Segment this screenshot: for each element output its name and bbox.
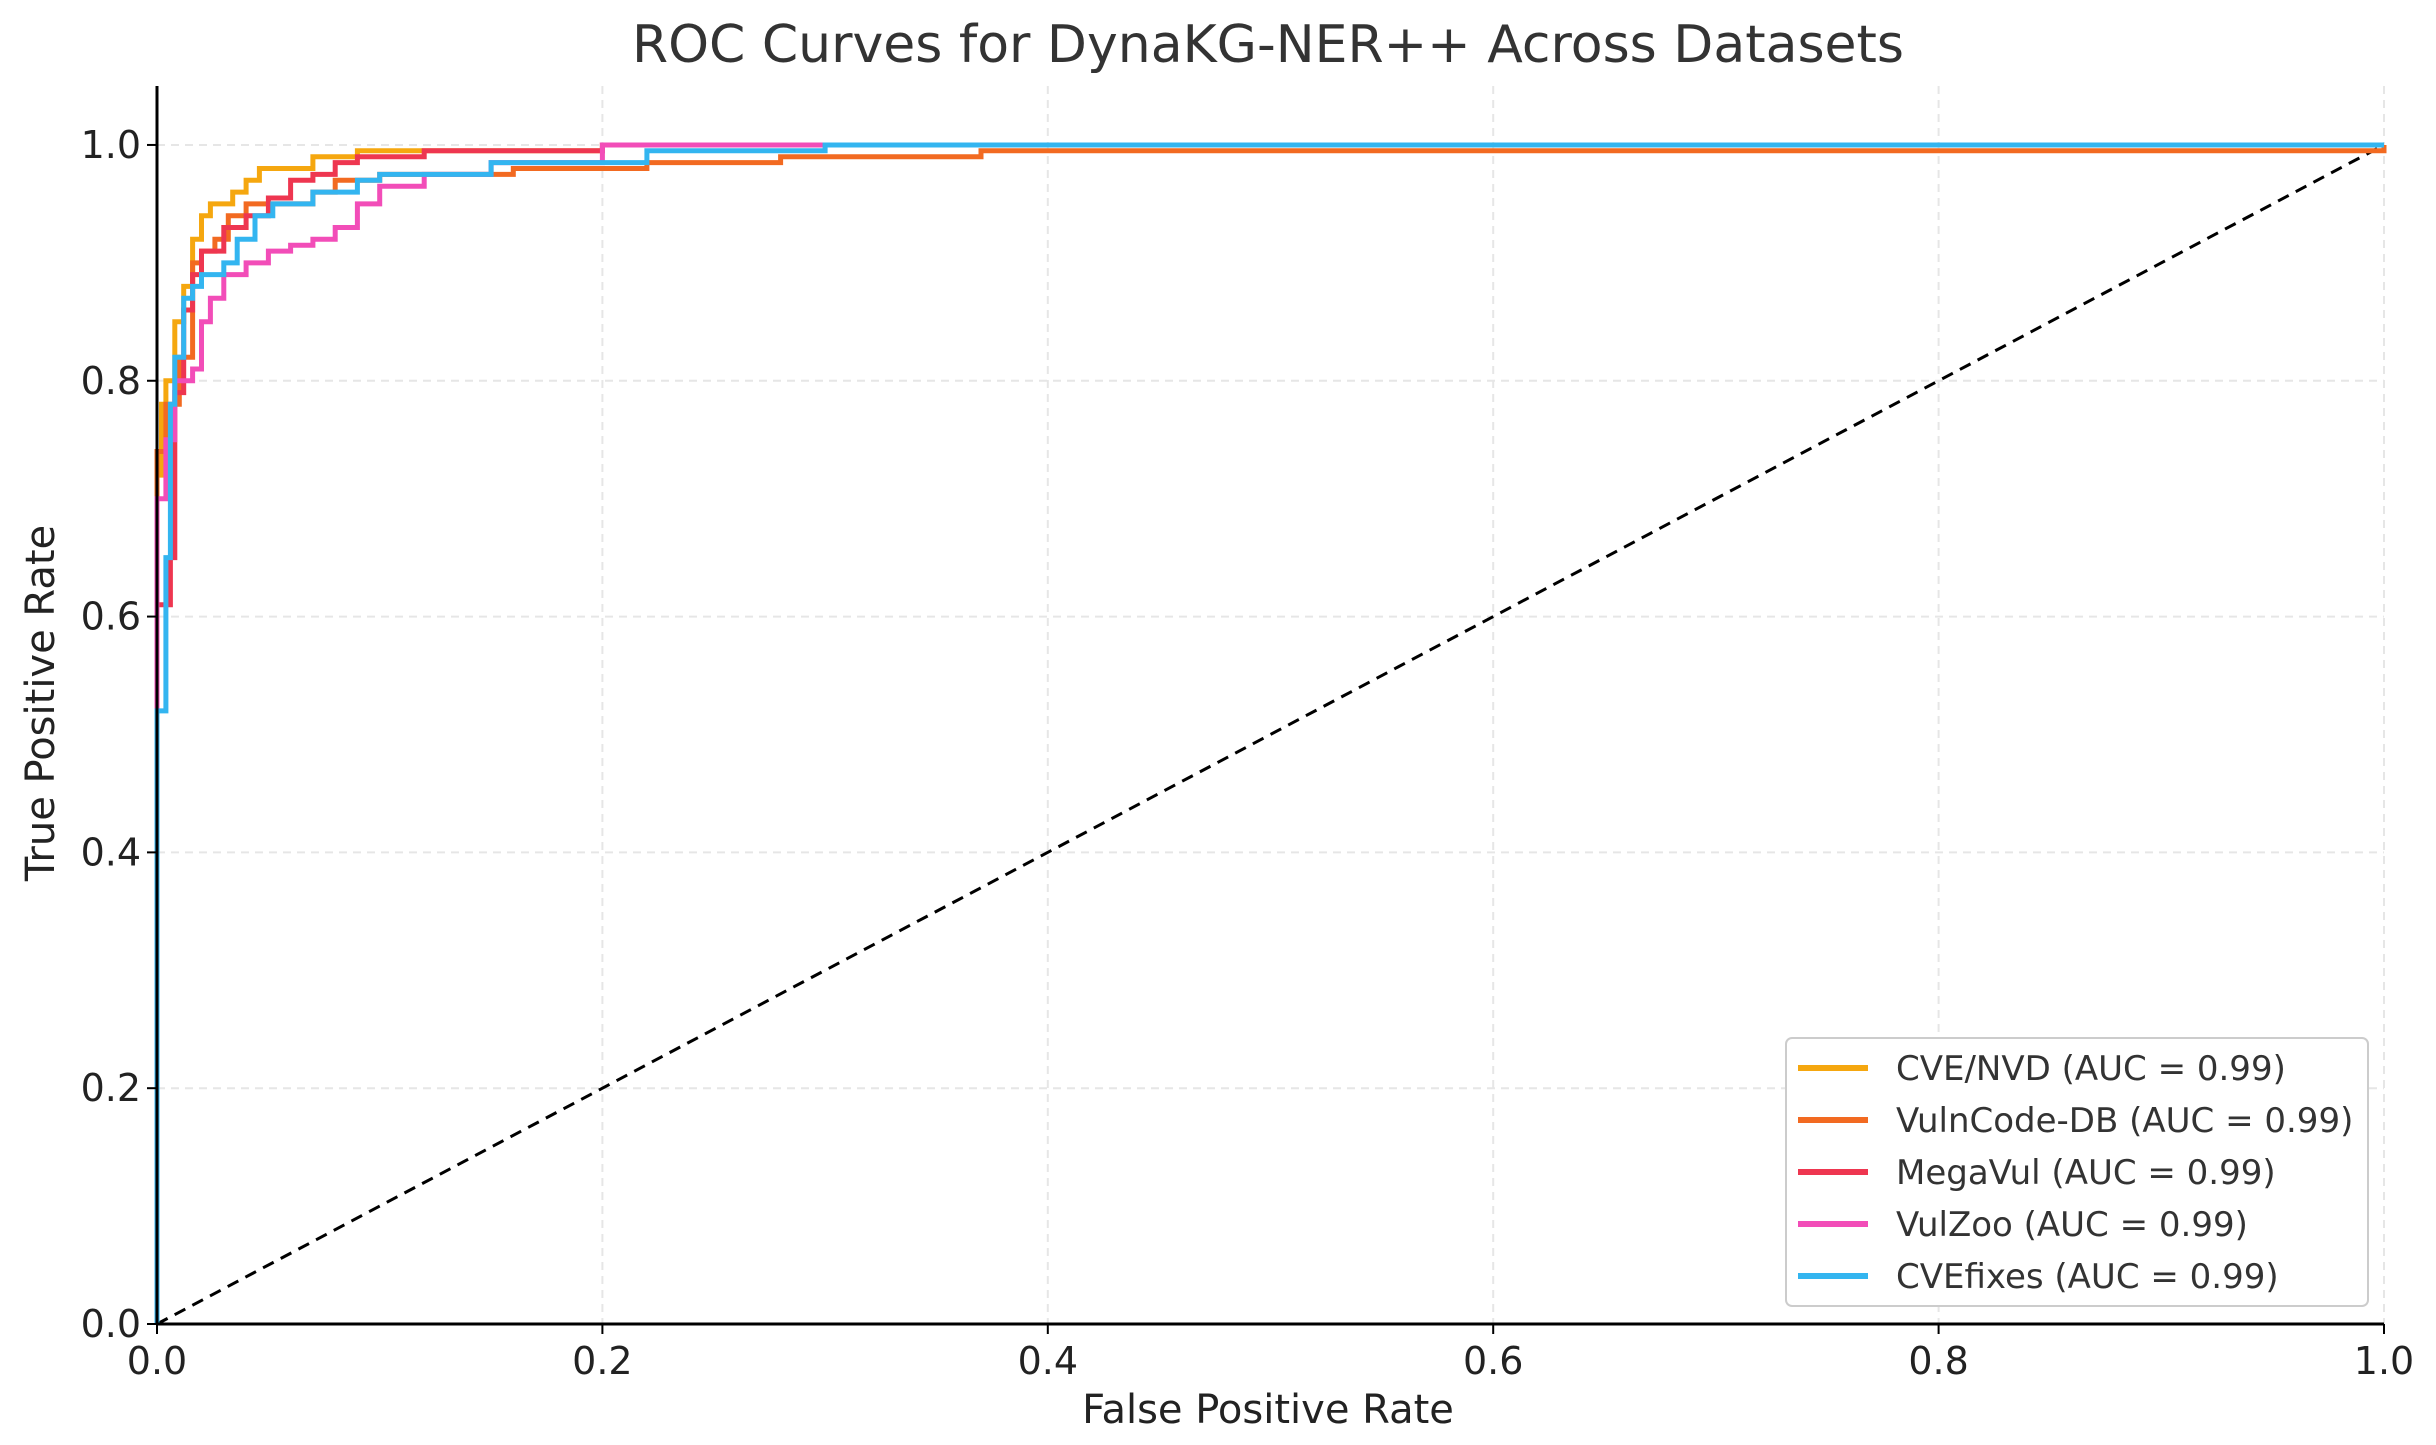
- x-tick-label-5: 1.0: [2354, 1339, 2414, 1383]
- legend-label-3: VulZoo (AUC = 0.99): [1896, 1205, 2248, 1245]
- y-axis-label: True Positive Rate: [18, 525, 64, 882]
- series-line-4: [154, 142, 2384, 1324]
- series-line-0: [154, 142, 2384, 1324]
- y-tick-label-0: 0.0: [81, 1302, 141, 1346]
- x-tick-label-4: 0.8: [1908, 1339, 1968, 1383]
- legend: CVE/NVD (AUC = 0.99) VulnCode-DB (AUC = 0…: [1785, 1037, 2369, 1307]
- x-tick-label-2: 0.4: [1018, 1339, 1078, 1383]
- legend-box: [1785, 1037, 2369, 1307]
- y-tick-label-2: 0.4: [81, 830, 141, 874]
- series-lines: [154, 142, 2387, 1324]
- tick-labels: 0.0 0.2 0.4 0.6 0.8 1.0 0.0 0.2 0.4 0.6 0.8 1.0: [81, 123, 2415, 1383]
- y-tick-label-1: 0.2: [81, 1066, 141, 1110]
- y-tick-label-4: 0.8: [81, 359, 141, 403]
- series-line-2: [154, 142, 2384, 1324]
- x-tick-label-0: 0.0: [127, 1339, 187, 1383]
- x-axis-label: False Positive Rate: [1082, 1387, 1454, 1433]
- y-tick-label-3: 0.6: [81, 595, 141, 639]
- legend-label-1: VulnCode-DB (AUC = 0.99): [1896, 1101, 2353, 1141]
- chart-title: ROC Curves for DynaKG-NER++ Across Datas…: [632, 15, 1904, 75]
- axes: [155, 86, 2384, 1326]
- legend-label-2: MegaVul (AUC = 0.99): [1896, 1153, 2276, 1193]
- x-tick-label-3: 0.6: [1463, 1339, 1523, 1383]
- legend-label-0: CVE/NVD (AUC = 0.99): [1896, 1049, 2286, 1089]
- legend-label-4: CVEfixes (AUC = 0.99): [1896, 1257, 2279, 1297]
- y-tick-label-5: 1.0: [81, 123, 141, 167]
- x-tick-label-1: 0.2: [572, 1339, 632, 1383]
